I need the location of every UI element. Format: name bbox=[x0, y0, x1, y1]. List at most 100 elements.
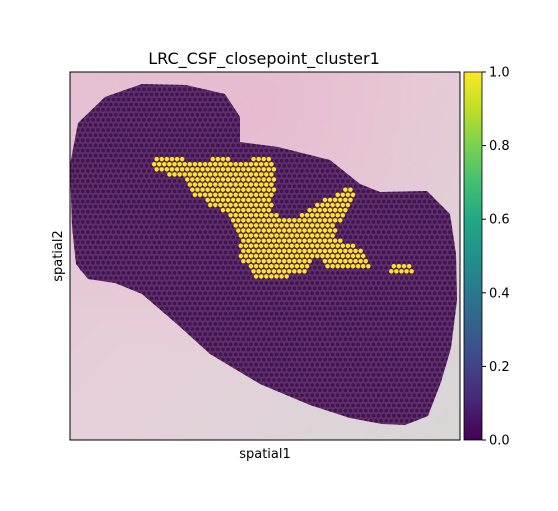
background-spot bbox=[162, 271, 167, 275]
background-spot bbox=[198, 199, 202, 204]
background-spot bbox=[397, 352, 401, 357]
background-spot bbox=[144, 92, 149, 97]
background-spot bbox=[445, 296, 450, 301]
background-spot bbox=[302, 327, 307, 331]
background-spot bbox=[356, 301, 360, 306]
background-spot bbox=[292, 347, 297, 352]
background-spot bbox=[256, 286, 261, 291]
background-spot bbox=[103, 143, 108, 148]
background-spot bbox=[412, 373, 417, 377]
background-spot bbox=[399, 225, 404, 229]
background-spot bbox=[443, 301, 447, 306]
background-spot bbox=[198, 311, 202, 316]
background-spot bbox=[205, 133, 210, 137]
background-spot bbox=[208, 97, 213, 102]
background-spot bbox=[185, 133, 190, 137]
background-spot bbox=[402, 373, 406, 377]
background-spot bbox=[139, 143, 144, 148]
background-spot bbox=[91, 118, 95, 122]
background-spot bbox=[371, 240, 376, 245]
background-spot bbox=[297, 306, 302, 311]
background-spot bbox=[239, 148, 243, 153]
background-spot bbox=[284, 311, 289, 316]
background-spot bbox=[397, 311, 401, 316]
background-spot bbox=[297, 296, 302, 301]
background-spot bbox=[445, 347, 450, 352]
background-spot bbox=[116, 107, 121, 112]
background-spot bbox=[142, 230, 146, 234]
background-spot bbox=[399, 357, 404, 362]
background-spot bbox=[182, 250, 187, 255]
background-spot bbox=[226, 235, 230, 239]
background-spot bbox=[126, 220, 131, 224]
background-spot bbox=[430, 204, 434, 209]
background-spot bbox=[103, 184, 108, 188]
background-spot bbox=[106, 128, 111, 132]
background-spot bbox=[126, 107, 131, 112]
background-spot bbox=[111, 158, 116, 163]
background-spot bbox=[399, 215, 404, 219]
background-spot bbox=[420, 327, 424, 331]
background-spot bbox=[101, 271, 105, 275]
background-spot bbox=[134, 133, 139, 137]
background-spot bbox=[397, 199, 401, 204]
background-spot bbox=[320, 189, 325, 194]
background-spot bbox=[376, 362, 381, 367]
background-spot bbox=[162, 118, 167, 122]
background-spot bbox=[448, 220, 452, 224]
background-spot bbox=[412, 332, 417, 336]
background-spot bbox=[129, 276, 133, 280]
background-spot bbox=[193, 240, 197, 245]
background-spot bbox=[231, 113, 235, 117]
background-spot bbox=[195, 215, 200, 219]
background-spot bbox=[348, 276, 353, 280]
background-spot bbox=[282, 184, 287, 188]
background-spot bbox=[124, 245, 128, 250]
background-spot bbox=[404, 306, 409, 311]
background-spot bbox=[170, 133, 174, 137]
background-spot bbox=[292, 378, 297, 382]
background-spot bbox=[246, 276, 251, 280]
background-spot bbox=[274, 158, 279, 163]
background-spot bbox=[75, 240, 80, 245]
background-spot bbox=[351, 362, 355, 367]
background-spot bbox=[272, 378, 276, 382]
background-spot bbox=[93, 276, 98, 280]
background-spot bbox=[348, 225, 353, 229]
background-spot bbox=[211, 347, 215, 352]
background-spot bbox=[134, 276, 139, 280]
background-spot bbox=[231, 266, 235, 270]
background-spot bbox=[297, 327, 302, 331]
background-spot bbox=[420, 235, 424, 239]
background-spot bbox=[264, 332, 269, 336]
background-spot bbox=[213, 342, 218, 347]
background-spot bbox=[277, 174, 281, 178]
background-spot bbox=[251, 337, 256, 342]
background-spot bbox=[272, 296, 276, 301]
background-spot bbox=[162, 230, 167, 234]
background-spot bbox=[422, 209, 427, 214]
background-spot bbox=[437, 240, 442, 245]
background-spot bbox=[343, 184, 348, 188]
background-spot bbox=[139, 276, 144, 280]
background-spot bbox=[356, 342, 360, 347]
background-spot bbox=[177, 291, 182, 296]
background-spot bbox=[131, 250, 136, 255]
background-spot bbox=[139, 153, 144, 158]
background-spot bbox=[147, 87, 151, 92]
background-spot bbox=[226, 225, 230, 229]
background-spot bbox=[93, 225, 98, 229]
background-spot bbox=[216, 92, 220, 97]
background-spot bbox=[198, 220, 202, 224]
background-spot bbox=[376, 383, 381, 387]
background-spot bbox=[182, 97, 187, 102]
background-spot bbox=[211, 286, 215, 291]
background-spot bbox=[147, 291, 151, 296]
background-spot bbox=[124, 164, 128, 168]
background-spot bbox=[162, 179, 167, 183]
background-spot bbox=[417, 362, 422, 367]
background-spot bbox=[106, 240, 111, 245]
background-spot bbox=[430, 245, 434, 250]
background-spot bbox=[292, 164, 297, 168]
background-spot bbox=[269, 281, 274, 285]
